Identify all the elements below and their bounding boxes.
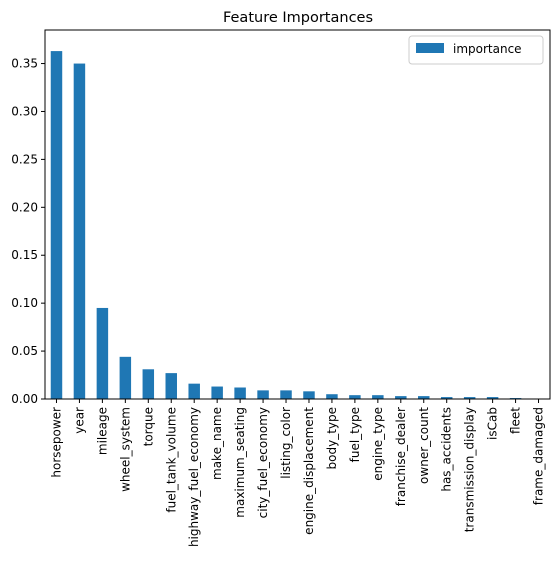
legend: importance bbox=[408, 35, 544, 65]
x-tick-label: wheel_system bbox=[118, 407, 132, 492]
bar-fuel_tank_volume bbox=[165, 373, 177, 399]
x-tick-label: fleet bbox=[509, 407, 523, 434]
bar-body_type bbox=[326, 394, 338, 399]
legend-swatch bbox=[416, 43, 444, 53]
bar-wheel_system bbox=[119, 356, 132, 399]
bar-maximum_seating bbox=[234, 387, 246, 399]
bar-owner_count bbox=[418, 396, 430, 399]
bar-engine_displacement bbox=[303, 391, 315, 399]
plot-frame bbox=[44, 29, 551, 400]
x-tick-label: owner_count bbox=[417, 407, 431, 484]
bar-city_fuel_economy bbox=[257, 390, 269, 399]
x-tick-label: torque bbox=[141, 407, 155, 446]
bar-year bbox=[73, 63, 86, 400]
x-tick-label: has_accidents bbox=[440, 407, 454, 492]
bar-horsepower bbox=[50, 51, 63, 400]
bar-highway_fuel_economy bbox=[188, 383, 200, 399]
bar-mileage bbox=[96, 307, 109, 399]
chart-title: Feature Importances bbox=[223, 10, 373, 26]
x-tick-label: engine_type bbox=[371, 407, 385, 481]
bar-has_accidents bbox=[440, 397, 453, 399]
x-tick-label: city_fuel_economy bbox=[256, 407, 270, 518]
x-tick-label: fuel_type bbox=[348, 407, 362, 462]
x-tick-label: mileage bbox=[95, 407, 109, 455]
x-axis: horsepower year mileage wheel_system torque f… bbox=[49, 399, 546, 547]
x-tick-label: horsepower bbox=[49, 407, 63, 478]
x-tick-label: listing_color bbox=[279, 407, 293, 479]
bar-torque bbox=[142, 369, 155, 399]
x-tick-label: transmission_display bbox=[463, 407, 477, 532]
x-tick-label: maximum_seating bbox=[233, 407, 247, 518]
y-tick-label: 0.35 bbox=[11, 57, 38, 71]
x-tick-label: year bbox=[72, 407, 86, 434]
bar-fuel_type bbox=[349, 395, 361, 399]
y-tick-label: 0.30 bbox=[11, 104, 38, 118]
bars-group bbox=[50, 51, 522, 400]
x-tick-label: highway_fuel_economy bbox=[187, 407, 201, 547]
bar-make_name bbox=[211, 386, 223, 399]
x-tick-label: fuel_tank_volume bbox=[164, 407, 178, 513]
bar-engine_type bbox=[372, 395, 384, 399]
bar-franchise_dealer bbox=[395, 396, 407, 399]
x-tick-label: body_type bbox=[325, 407, 339, 469]
y-tick-label: 0.10 bbox=[11, 296, 38, 310]
y-tick-label: 0.25 bbox=[11, 152, 38, 166]
y-tick-label: 0.00 bbox=[11, 392, 38, 406]
y-tick-label: 0.20 bbox=[11, 200, 38, 214]
bar-transmission_display bbox=[463, 397, 476, 399]
x-tick-label: engine_displacement bbox=[302, 407, 316, 535]
y-axis: 0.00 0.05 0.10 0.15 0.20 0.25 0.30 0.35 bbox=[11, 57, 45, 406]
x-tick-label: isCab bbox=[486, 407, 500, 440]
y-tick-label: 0.05 bbox=[11, 344, 38, 358]
x-tick-label: franchise_dealer bbox=[394, 407, 408, 506]
legend-label: importance bbox=[453, 42, 522, 56]
bar-listing_color bbox=[280, 390, 292, 399]
y-tick-label: 0.15 bbox=[11, 248, 38, 262]
bar-isCab bbox=[486, 397, 499, 399]
x-tick-label: make_name bbox=[210, 407, 224, 480]
x-tick-label: frame_damaged bbox=[532, 407, 546, 505]
